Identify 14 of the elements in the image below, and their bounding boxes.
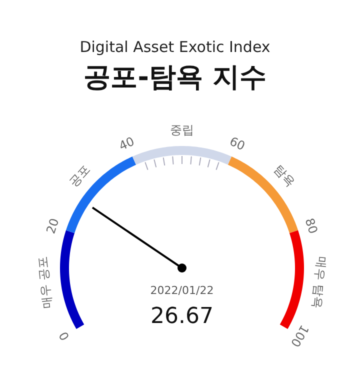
slice-label: 매우 공포 xyxy=(35,256,54,309)
slice-label: 중립 xyxy=(170,123,194,137)
text: 60 xyxy=(227,134,248,154)
text: 40 xyxy=(116,134,137,154)
text: 80 xyxy=(302,216,320,236)
slice-label: 매우 탐욕 xyxy=(310,256,329,309)
chart-subtitle: Digital Asset Exotic Index xyxy=(80,38,270,56)
slice-label: 탐욕 xyxy=(271,162,298,190)
text: 2022/01/22 xyxy=(150,284,214,297)
text: 20 xyxy=(44,216,62,236)
chart-title: 공포-탐욕 지수 xyxy=(84,62,266,93)
text: 0 xyxy=(56,329,72,343)
text: 26.67 xyxy=(150,304,214,329)
slice-label: 공포 xyxy=(66,162,93,190)
